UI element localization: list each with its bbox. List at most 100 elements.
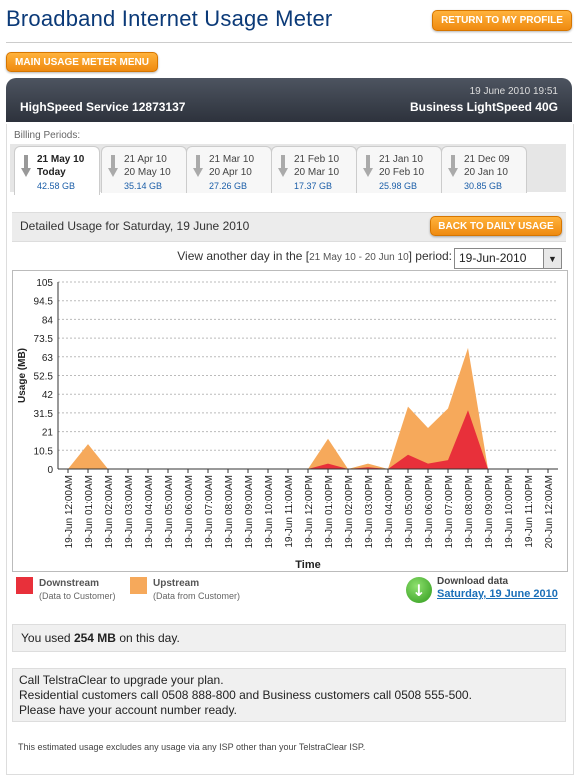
x-tick-label: 19-Jun 03:00PM [364, 475, 375, 548]
x-tick-label: 19-Jun 10:00PM [504, 475, 515, 548]
x-tick-label: 19-Jun 07:00AM [204, 475, 215, 548]
x-tick-label: 19-Jun 03:00AM [124, 475, 135, 548]
tab-start: 21 Feb 10 [294, 154, 340, 165]
x-tick-label: 19-Jun 08:00AM [224, 475, 235, 548]
tab-start: 21 May 10 [37, 154, 85, 165]
x-tick-label: 19-Jun 08:00PM [464, 475, 475, 548]
usage-suffix: on this day. [115, 631, 180, 645]
page-title: Broadband Internet Usage Meter [6, 6, 333, 31]
x-tick-label: 19-Jun 12:00AM [64, 475, 75, 548]
billing-periods-label: Billing Periods: [14, 130, 81, 141]
tab-end: Today [37, 167, 66, 178]
y-tick-label: 94.5 [34, 297, 54, 308]
downstream-legend-swatch [16, 577, 33, 594]
x-tick-label: 19-Jun 10:00AM [264, 475, 275, 548]
x-tick-label: 20-Jun 12:00AM [544, 475, 555, 548]
return-to-profile-button[interactable]: RETURN TO MY PROFILE [432, 10, 572, 31]
info-line: Please have your account number ready. [19, 703, 237, 717]
y-tick-label: 21 [42, 428, 54, 439]
y-tick-label: 63 [42, 353, 54, 364]
down-arrow-icon [108, 155, 118, 177]
main-menu-button[interactable]: MAIN USAGE METER MENU [6, 52, 158, 72]
y-tick-label: 42 [42, 390, 54, 401]
tab-usage: 27.26 GB [209, 181, 248, 191]
tab-usage: 35.14 GB [124, 181, 163, 191]
billing-tab[interactable]: 21 Dec 09 20 Jan 10 30.85 GB [441, 146, 527, 193]
downstream-legend-sub: (Data to Customer) [39, 591, 116, 601]
x-axis-label: Time [295, 559, 320, 571]
billing-tab[interactable]: 21 Apr 10 20 May 10 35.14 GB [101, 146, 187, 193]
down-arrow-icon [21, 155, 31, 177]
down-arrow-icon [193, 155, 203, 177]
divider [6, 42, 572, 43]
down-arrow-icon [278, 155, 288, 177]
tab-start: 21 Apr 10 [124, 154, 167, 165]
view-prefix: View another day in the [ [177, 249, 310, 263]
footnote: This estimated usage excludes any usage … [18, 742, 366, 752]
service-bar: 19 June 2010 19:51 HighSpeed Service 128… [6, 78, 572, 122]
chevron-down-icon[interactable]: ▼ [543, 249, 561, 268]
usage-amount: 254 MB [73, 631, 116, 645]
upstream-legend-swatch [130, 577, 147, 594]
x-tick-label: 19-Jun 12:00PM [304, 475, 315, 548]
x-tick-label: 19-Jun 11:00PM [524, 475, 535, 548]
billing-tab[interactable]: 21 Mar 10 20 Apr 10 27.26 GB [186, 146, 272, 193]
detail-title: Detailed Usage for Saturday, 19 June 201… [20, 219, 250, 233]
date-select[interactable]: 19-Jun-2010 ▼ [454, 248, 562, 269]
x-tick-label: 19-Jun 04:00PM [384, 475, 395, 548]
plan-name: Business LightSpeed 40G [409, 100, 558, 114]
y-tick-label: 10.5 [34, 446, 54, 457]
x-tick-label: 19-Jun 06:00AM [184, 475, 195, 548]
x-tick-label: 19-Jun 04:00AM [144, 475, 155, 548]
billing-tabs: 21 May 10 Today 42.58 GB 21 Apr 10 20 Ma… [10, 144, 566, 195]
y-tick-label: 31.5 [34, 409, 54, 420]
download-title: Download data [437, 576, 509, 587]
tab-end: 20 Jan 10 [464, 167, 508, 178]
upgrade-info: Call TelstraClear to upgrade your plan. … [12, 668, 566, 722]
usage-prefix: You used [21, 631, 74, 645]
tab-start: 21 Dec 09 [464, 154, 510, 165]
x-tick-label: 19-Jun 11:00AM [284, 475, 295, 548]
y-axis-label: Usage (MB) [17, 348, 28, 403]
tab-end: 20 Feb 10 [379, 167, 425, 178]
tab-end: 20 Apr 10 [209, 167, 252, 178]
usage-chart: 0 10.5 21 31.5 42 52.5 63 73.5 84 94.5 105 19-Jun 1… [12, 270, 568, 572]
tab-end: 20 Mar 10 [294, 167, 340, 178]
upstream-legend-sub: (Data from Customer) [153, 591, 241, 601]
current-datetime: 19 June 2010 19:51 [469, 86, 558, 97]
x-tick-label: 19-Jun 05:00AM [164, 475, 175, 548]
view-another-day: View another day in the [21 May 10 - 20 … [0, 249, 452, 263]
y-tick-label: 105 [36, 278, 53, 289]
date-select-value: 19-Jun-2010 [459, 251, 527, 265]
x-tick-label: 19-Jun 02:00PM [344, 475, 355, 548]
billing-tab[interactable]: 21 Jan 10 20 Feb 10 25.98 GB [356, 146, 442, 193]
tab-usage: 17.37 GB [294, 181, 333, 191]
info-line: Residential customers call 0508 888-800 … [19, 688, 472, 702]
tab-usage: 42.58 GB [37, 181, 76, 191]
chart-svg: 0 10.5 21 31.5 42 52.5 63 73.5 84 94.5 105 19-Jun 1… [17, 278, 558, 571]
series-area-upstream [68, 347, 548, 469]
download-icon[interactable]: ↓ [406, 577, 432, 603]
x-tick-label: 19-Jun 06:00PM [424, 475, 435, 548]
y-tick-label: 52.5 [34, 372, 54, 383]
x-tick-label: 19-Jun 07:00PM [444, 475, 455, 548]
download-link[interactable]: Saturday, 19 June 2010 [437, 588, 558, 600]
tab-end: 20 May 10 [124, 167, 171, 178]
upstream-legend-title: Upstream [153, 578, 200, 589]
tab-usage: 25.98 GB [379, 181, 418, 191]
back-to-daily-button[interactable]: BACK TO DAILY USAGE [430, 216, 562, 236]
usage-summary: You used 254 MB on this day. [12, 624, 566, 652]
info-line: Call TelstraClear to upgrade your plan. [19, 673, 224, 687]
view-period: 21 May 10 - 20 Jun 10 [309, 252, 409, 263]
x-tick-label: 19-Jun 05:00PM [404, 475, 415, 548]
down-arrow-icon [363, 155, 373, 177]
billing-tab[interactable]: 21 Feb 10 20 Mar 10 17.37 GB [271, 146, 357, 193]
view-suffix: ] period: [408, 249, 452, 263]
x-tick-label: 19-Jun 09:00AM [244, 475, 255, 548]
billing-tab-current[interactable]: 21 May 10 Today 42.58 GB [14, 146, 100, 195]
x-tick-label: 19-Jun 01:00AM [84, 475, 95, 548]
downstream-legend-title: Downstream [39, 578, 100, 589]
tab-usage: 30.85 GB [464, 181, 503, 191]
y-tick-label: 73.5 [34, 334, 54, 345]
y-tick-label: 84 [42, 315, 54, 326]
